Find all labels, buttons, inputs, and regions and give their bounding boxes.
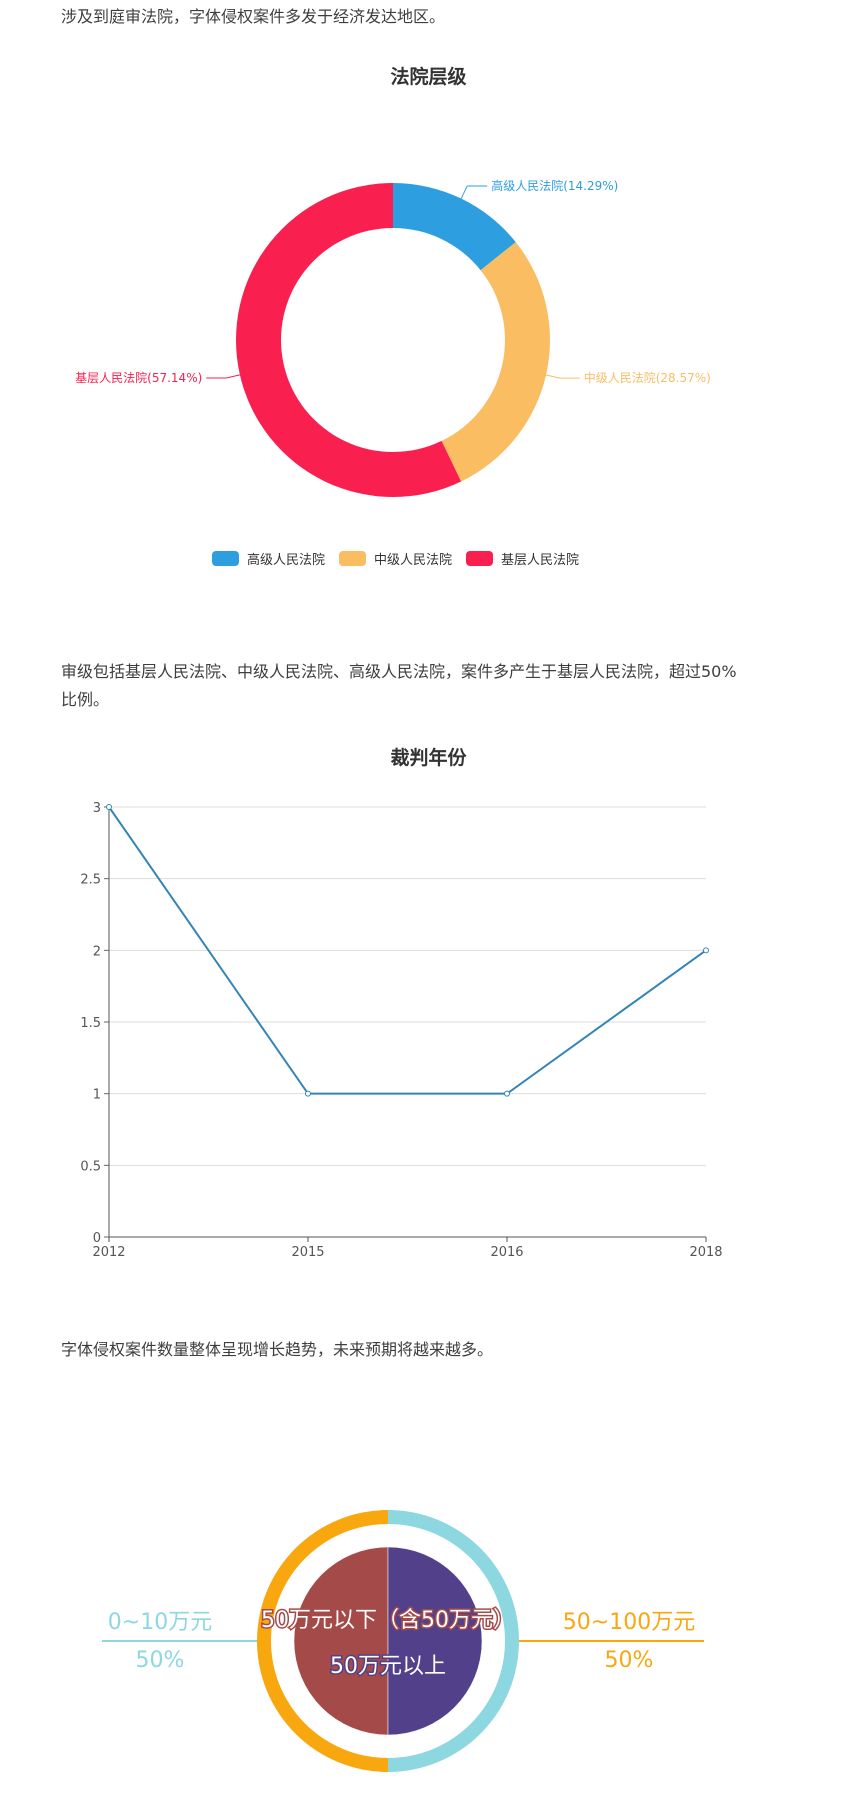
leader-line	[545, 374, 580, 379]
legend-item-high-court[interactable]: 高级人民法院	[212, 549, 325, 568]
leader-line	[460, 185, 488, 199]
y-tick-label: 0.5	[80, 1159, 101, 1174]
legend-item-intermediate-court[interactable]: 中级人民法院	[339, 549, 452, 568]
paragraph-2: 审级包括基层人民法院、中级人民法院、高级人民法院，案件多产生于基层人民法院，超过…	[61, 662, 737, 709]
outer-ring-slice	[257, 1510, 388, 1772]
y-tick-label: 1.5	[80, 1016, 101, 1031]
data-point	[504, 1090, 510, 1097]
outer-ring-slice	[388, 1510, 519, 1772]
legend-swatch	[339, 551, 366, 566]
legend-swatch	[212, 551, 239, 566]
outer-label-percent: 50%	[605, 1648, 654, 1673]
legend-swatch	[466, 551, 493, 566]
chart-title-year: 裁判年份	[390, 747, 467, 769]
legend-label: 基层人民法院	[501, 553, 580, 568]
x-tick-label: 2012	[92, 1245, 125, 1260]
x-tick-label: 2016	[490, 1245, 523, 1260]
slice-label: 高级人民法院(14.29%)	[491, 178, 618, 193]
data-point	[703, 947, 709, 954]
data-point	[106, 804, 112, 810]
paragraph-1: 涉及到庭审法院，字体侵权案件多发于经济发达地区。	[61, 7, 446, 26]
x-tick-label: 2015	[291, 1245, 324, 1260]
y-tick-label: 0	[93, 1231, 101, 1246]
paragraph-3: 字体侵权案件数量整体呈现增长趋势，未来预期将越来越多。	[61, 1340, 494, 1359]
legend-label: 中级人民法院	[374, 553, 453, 568]
donut-slice	[441, 242, 550, 482]
slice-label: 基层人民法院(57.14%)	[75, 371, 202, 385]
outer-label-percent: 50%	[136, 1648, 185, 1673]
donut-chart: 高级人民法院(14.29%) 中级人民法院(28.57%) 基层人民法院(57.14…	[75, 178, 711, 497]
series-line	[108, 806, 707, 1095]
legend-item-basic-court[interactable]: 基层人民法院	[466, 549, 579, 568]
y-tick-label: 1	[93, 1088, 101, 1103]
inner-label: 50万元以下（含50万元）	[261, 1608, 515, 1633]
leader-line	[206, 374, 241, 379]
outer-label-name: 0~10万元	[108, 1610, 212, 1635]
inner-label: 50万元以上	[330, 1654, 446, 1679]
inner-pie-slice	[387, 1546, 483, 1736]
outer-label-name: 50~100万元	[563, 1610, 695, 1635]
inner-pie-slice	[293, 1546, 389, 1736]
slice-label: 中级人民法院(28.57%)	[584, 370, 711, 385]
data-point	[305, 1090, 311, 1097]
donut-slice	[236, 183, 462, 497]
legend-label: 高级人民法院	[247, 553, 326, 568]
y-tick-label: 2	[93, 944, 101, 959]
donut-slice	[393, 183, 516, 271]
y-tick-label: 2.5	[80, 873, 101, 888]
x-tick-label: 2018	[689, 1245, 722, 1260]
y-tick-label: 3	[93, 801, 101, 816]
chart-title-court-level: 法院层级	[390, 66, 467, 88]
